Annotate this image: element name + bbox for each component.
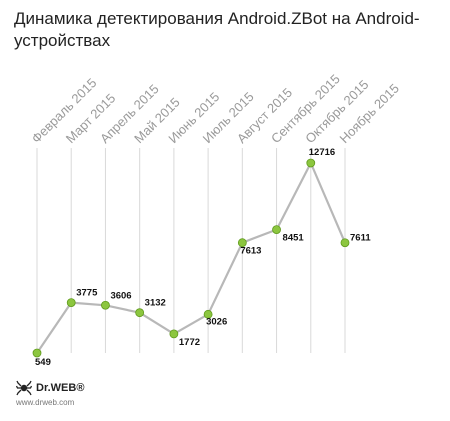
chart-title: Динамика детектирования Android.ZBot на … bbox=[14, 9, 420, 50]
data-point bbox=[169, 329, 179, 339]
data-point bbox=[66, 298, 76, 308]
data-value-label: 8451 bbox=[283, 233, 305, 244]
brand-footer: Dr.WEB® www.drweb.com bbox=[16, 380, 84, 407]
data-value-label: 3775 bbox=[76, 288, 98, 299]
data-point bbox=[203, 309, 213, 319]
series-line bbox=[36, 161, 347, 354]
data-point bbox=[237, 238, 247, 248]
data-point bbox=[340, 238, 350, 248]
data-value-label: 3606 bbox=[110, 290, 131, 301]
brand-name: Dr.WEB® bbox=[36, 382, 85, 394]
category-guides bbox=[36, 148, 346, 353]
data-value-label: 1772 bbox=[179, 337, 200, 348]
series-polyline bbox=[36, 161, 347, 354]
data-value-labels: 549 3775 3606 3132 1772 3026 7613 8451 12716 7611 bbox=[35, 147, 371, 368]
brand-logo: Dr.WEB® bbox=[16, 380, 84, 396]
data-markers bbox=[32, 158, 350, 358]
data-point bbox=[135, 308, 145, 318]
data-value-label: 549 bbox=[35, 357, 51, 368]
data-point bbox=[101, 300, 110, 310]
brand-url: www.drweb.com bbox=[16, 398, 75, 407]
data-value-label: 3026 bbox=[206, 316, 227, 327]
data-value-label: 3132 bbox=[145, 298, 166, 309]
data-value-label: 7613 bbox=[240, 246, 261, 257]
data-value-label: 7611 bbox=[350, 233, 371, 244]
data-value-label: 12716 bbox=[309, 147, 335, 158]
spider-logo-icon bbox=[16, 380, 32, 396]
data-point bbox=[32, 348, 42, 358]
data-point bbox=[272, 225, 281, 235]
data-point bbox=[306, 158, 316, 168]
